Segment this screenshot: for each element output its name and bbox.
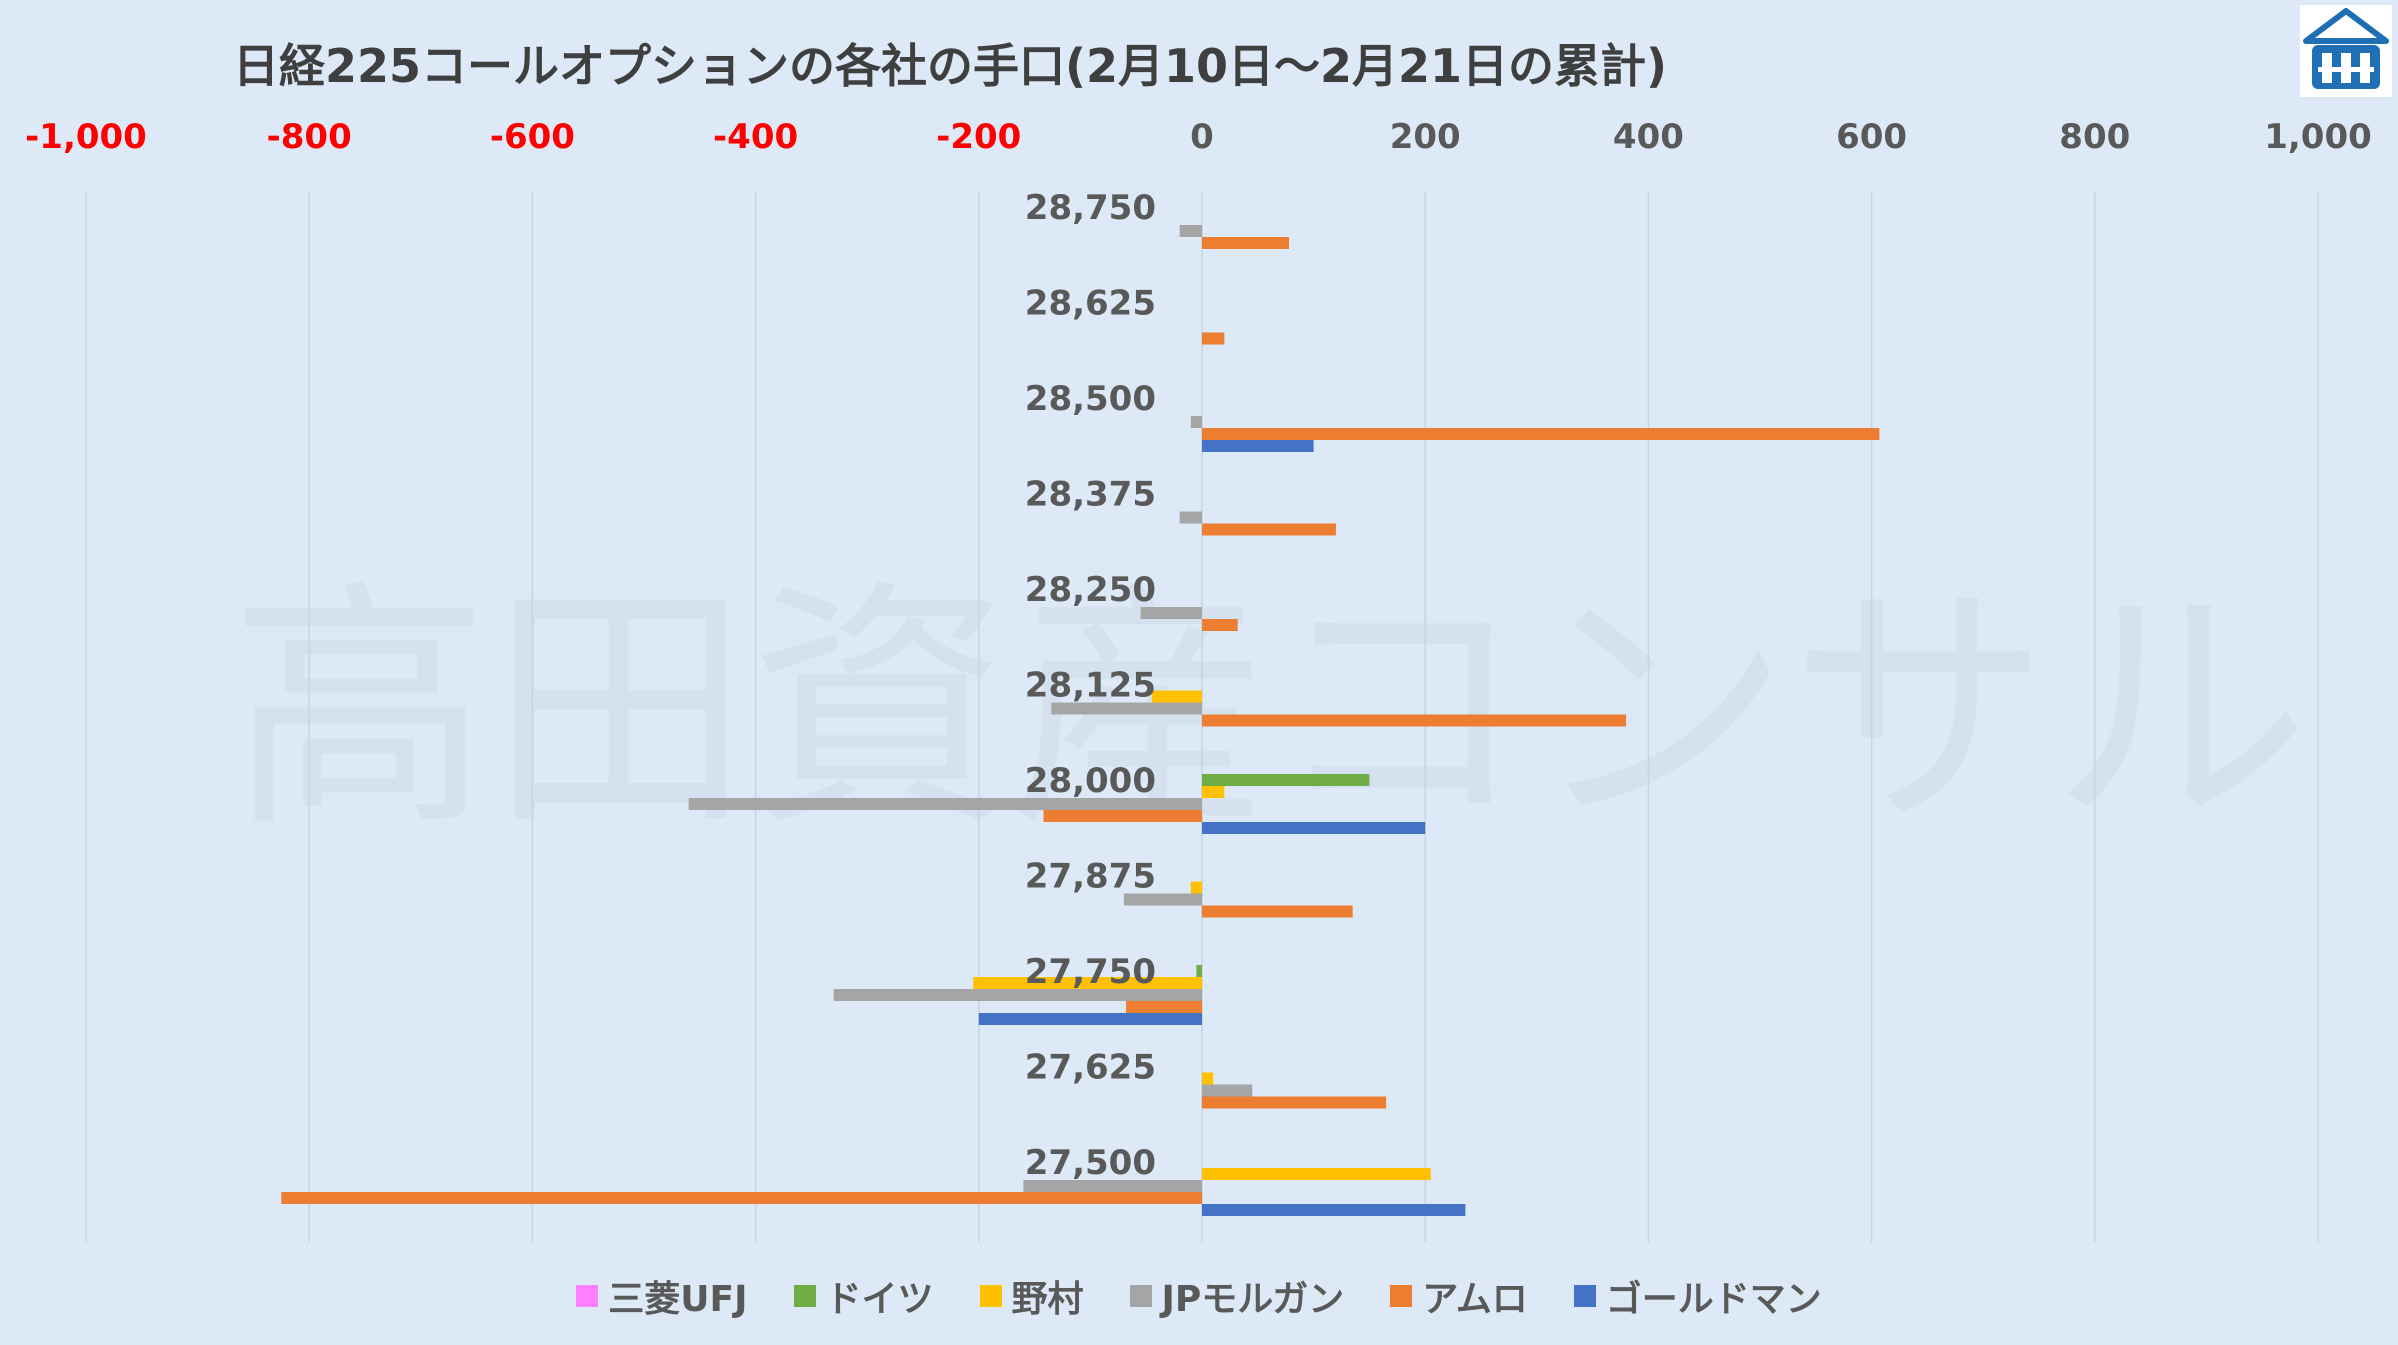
category-label: 28,250 <box>1025 570 1156 610</box>
bar-JPモルガン <box>688 798 1202 810</box>
bar-アムロ <box>1202 905 1353 918</box>
bar-ドイツ <box>1202 774 1370 786</box>
bar-JPモルガン <box>1190 416 1202 428</box>
bar-アムロ <box>281 1192 1202 1204</box>
legend: 三菱UFJ ドイツ 野村 JPモルガン アムロ ゴールドマン <box>0 1270 2398 1322</box>
x-tick-label: -200 <box>936 117 1021 157</box>
category-label: 28,625 <box>1025 284 1156 324</box>
bar-野村 <box>973 977 1202 989</box>
legend-item: ゴールドマン <box>1573 1270 1822 1322</box>
legend-item: アムロ <box>1390 1270 1528 1322</box>
chart-title: 日経225コールオプションの各社の手口(2月10日～2月21日の累計) <box>232 39 1668 93</box>
legend-swatch <box>1573 1285 1596 1307</box>
bar-アムロ <box>1202 714 1627 727</box>
x-tick-label: 600 <box>1836 117 1907 157</box>
x-tick-label: -600 <box>490 117 575 157</box>
x-tick-label: -800 <box>267 117 352 157</box>
bar-アムロ <box>1126 1001 1202 1013</box>
x-tick-label: 800 <box>2059 117 2130 157</box>
category-label: 27,750 <box>1025 952 1156 992</box>
legend-item: ドイツ <box>793 1270 934 1322</box>
bar-アムロ <box>1202 237 1290 249</box>
legend-label: JPモルガン <box>1161 1279 1345 1320</box>
category-label: 28,125 <box>1025 666 1156 706</box>
x-tick-label: 400 <box>1613 117 1684 157</box>
bar-JPモルガン <box>1140 607 1202 619</box>
legend-swatch <box>1390 1285 1413 1307</box>
legend-swatch <box>1129 1285 1152 1307</box>
legend-label: ドイツ <box>825 1279 934 1320</box>
bar-アムロ <box>1202 332 1225 345</box>
bar-ゴールドマン <box>1202 1204 1466 1216</box>
bar-JPモルガン <box>833 989 1202 1001</box>
legend-label: 三菱UFJ <box>608 1279 748 1320</box>
bar-JPモルガン <box>1179 511 1202 524</box>
legend-item: 野村 <box>979 1270 1084 1322</box>
legend-label: アムロ <box>1422 1279 1528 1320</box>
bar-野村 <box>1202 1072 1214 1085</box>
legend-swatch <box>576 1285 599 1307</box>
bar-JPモルガン <box>1023 1180 1202 1192</box>
bar-野村 <box>1151 690 1202 703</box>
legend-swatch <box>793 1285 816 1307</box>
x-tick-label: 0 <box>1190 117 1214 157</box>
bar-ドイツ <box>1196 965 1202 977</box>
x-tick-label: 1,000 <box>2264 117 2372 157</box>
legend-label: ゴールドマン <box>1605 1279 1822 1320</box>
watermark-text: 高田資産コンサル <box>230 560 2310 862</box>
category-label: 28,500 <box>1025 379 1156 419</box>
legend-item: 三菱UFJ <box>576 1270 748 1322</box>
bar-アムロ <box>1202 428 1880 440</box>
legend-label: 野村 <box>1011 1279 1084 1320</box>
x-tick-label: -400 <box>713 117 798 157</box>
bar-JPモルガン <box>1051 702 1202 715</box>
bar-JPモルガン <box>1202 1084 1253 1097</box>
bar-アムロ <box>1202 619 1238 631</box>
bar-ゴールドマン <box>1202 822 1426 834</box>
bar-野村 <box>1190 881 1202 894</box>
bar-アムロ <box>1043 810 1202 822</box>
x-tick-label: 200 <box>1390 117 1461 157</box>
x-tick-label: -1,000 <box>25 117 147 157</box>
x-axis-ticks: -1,000 -800 -600 -400 -200 0 200 400 600 800 1,000 <box>25 117 2372 157</box>
bar-アムロ <box>1202 1096 1387 1109</box>
company-logo <box>2300 5 2392 97</box>
bar-JPモルガン <box>1123 893 1202 906</box>
category-label: 27,875 <box>1025 857 1156 897</box>
building-logo-icon <box>2303 8 2389 89</box>
bar-ゴールドマン <box>978 1013 1202 1025</box>
category-label: 28,750 <box>1025 188 1156 228</box>
bar-ゴールドマン <box>1202 440 1314 452</box>
bars <box>281 225 1880 1216</box>
legend-item: JPモルガン <box>1129 1270 1345 1322</box>
bar-野村 <box>1202 786 1225 798</box>
bar-野村 <box>1202 1168 1431 1180</box>
category-label: 28,375 <box>1025 475 1156 515</box>
category-labels: 28,750 28,625 28,500 28,375 28,250 28,125 28,0… <box>1025 188 1156 1183</box>
category-label: 28,000 <box>1025 761 1156 801</box>
category-label: 27,500 <box>1025 1143 1156 1183</box>
bar-アムロ <box>1202 523 1336 536</box>
category-label: 27,625 <box>1025 1048 1156 1088</box>
bar-JPモルガン <box>1179 225 1202 237</box>
legend-swatch <box>979 1285 1002 1307</box>
